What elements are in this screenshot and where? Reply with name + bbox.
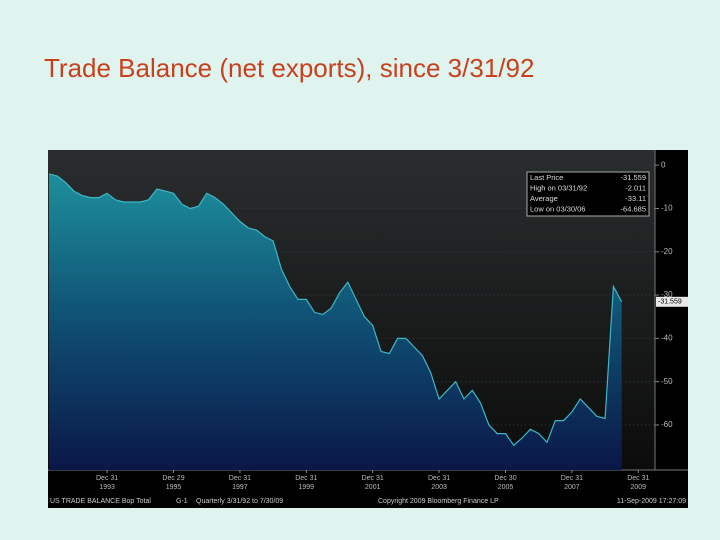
x-tick-label: Dec 31: [428, 475, 450, 482]
footer-timestamp: 11-Sep-2009 17:27:09: [617, 498, 686, 505]
x-tick-label: 1999: [299, 484, 315, 491]
legend-value: -33.11: [625, 194, 646, 203]
x-tick-label: 2009: [631, 484, 647, 491]
x-tick-label: Dec 31: [362, 475, 384, 482]
footer-security: US TRADE BALANCE Bop Total: [50, 498, 151, 505]
last-price-label: -31.559: [658, 299, 682, 306]
legend-label: Low on 03/30/06: [530, 204, 585, 213]
legend-value: -64.685: [621, 204, 646, 213]
footer-range: Quarterly 3/31/92 to 7/30/09: [196, 498, 283, 505]
x-tick-label: Dec 29: [162, 475, 184, 482]
x-tick-label: Dec 31: [96, 475, 118, 482]
footer-copyright: Copyright 2009 Bloomberg Finance LP: [378, 498, 499, 505]
y-tick-label: -10: [661, 204, 673, 213]
x-tick-label: 2001: [365, 484, 381, 491]
legend-value: -31.559: [621, 173, 646, 182]
y-tick-label: -20: [661, 247, 673, 256]
x-tick-label: Dec 31: [561, 475, 583, 482]
x-tick-label: 1995: [166, 484, 182, 491]
x-tick-label: Dec 31: [229, 475, 251, 482]
x-tick-label: 2003: [431, 484, 447, 491]
x-tick-label: 1993: [99, 484, 115, 491]
legend-value: -2.011: [625, 183, 646, 192]
slide-title: Trade Balance (net exports), since 3/31/…: [44, 53, 534, 83]
legend-label: Last Price: [530, 173, 563, 182]
y-tick-label: 0: [661, 160, 666, 169]
area: [49, 173, 622, 470]
x-tick-label: Dec 31: [295, 475, 317, 482]
x-tick-label: Dec 30: [494, 475, 516, 482]
x-tick-label: 2007: [564, 484, 580, 491]
legend-box: [526, 171, 650, 217]
legend-label: Average: [530, 194, 558, 203]
y-tick-label: -50: [661, 377, 673, 386]
last-price-tag: [656, 296, 688, 307]
y-tick-label: -60: [661, 420, 673, 429]
x-tick-label: 2005: [498, 484, 514, 491]
x-tick-label: 1997: [232, 484, 248, 491]
y-tick-label: -30: [661, 290, 673, 299]
legend-label: High on 03/31/92: [530, 183, 587, 192]
y-tick-label: -40: [661, 333, 673, 342]
x-tick-label: Dec 31: [627, 475, 649, 482]
line: [48, 173, 623, 447]
footer-code: G-1: [176, 498, 188, 505]
